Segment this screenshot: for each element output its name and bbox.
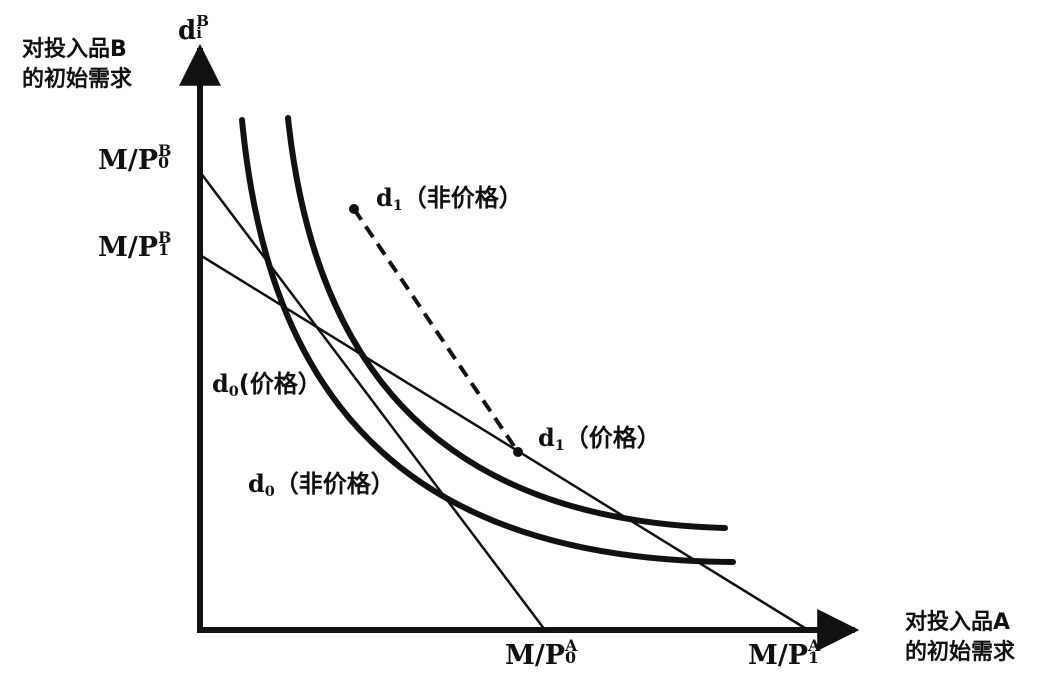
label-d0-nonprice: d0（非价格） [248,469,395,500]
label-d0-nonprice-sub: 0 [264,483,275,501]
y-intercept-0-base: M/P [98,145,159,176]
x-intercept-1-sub: 1 [808,648,819,668]
label-d1-nonprice-sub: 1 [392,197,403,215]
label-d1-price-sub: 1 [554,437,565,455]
y-intercept-1-sub: 1 [158,240,169,260]
label-d0-price-base: d [212,369,229,398]
label-d1-nonprice: d1（非价格） [376,183,523,214]
label-d1-nonprice-text: （非价格） [402,184,523,212]
budget-line-1 [199,253,809,632]
price-tangency-point [513,447,523,457]
y-axis-title-line1: 对投入品B [22,37,127,62]
x-intercept-1-label: M/P A 1 [748,637,824,671]
y-axis-symbol-sub: i [196,23,202,42]
label-d0-nonprice-text: （非价格） [274,470,395,498]
nonprice-start-point [349,204,359,214]
x-intercept-0-label: M/P A 0 [505,637,581,671]
label-d0-price-sub: 0 [228,383,239,401]
label-d1-price-text: （价格） [564,424,661,452]
label-d1-price-base: d [538,423,555,452]
y-intercept-0-sup: B [158,140,172,160]
x-intercept-0-sup: A [565,635,578,655]
y-intercept-1-label: M/P B 1 [98,229,174,263]
label-d0-nonprice-base: d [248,469,265,498]
x-axis-title-line2: 的初始需求 [905,640,1016,665]
y-intercept-1-base: M/P [98,232,159,263]
x-intercept-0-sub: 0 [565,648,576,668]
nonprice-dashed-path [352,207,520,454]
y-axis-symbol-sup: B [196,11,209,30]
y-axis-title: 对投入品B 的初始需求 [22,35,132,95]
label-d0-price: d0(价格） [212,369,322,400]
indifference-curve-low [239,117,736,565]
x-axis-title: 对投入品A 的初始需求 [905,608,1015,668]
budget-line-0 [199,171,546,631]
x-intercept-0-base: M/P [505,640,566,671]
label-d1-price: d1（价格） [538,423,661,454]
y-intercept-0-sub: 0 [158,153,169,173]
y-intercept-0-label: M/P B 0 [98,142,174,176]
y-intercept-1-sup: B [158,227,172,247]
label-d1-nonprice-base: d [376,183,393,212]
y-axis-title-line2: 的初始需求 [22,67,133,92]
x-intercept-1-base: M/P [748,640,809,671]
label-d0-price-text: (价格） [238,370,322,398]
x-axis-title-line1: 对投入品A [905,610,1011,635]
x-intercept-1-sup: A [808,635,821,655]
y-axis-symbol-base: d [178,16,197,46]
indifference-curve-high [285,115,728,531]
